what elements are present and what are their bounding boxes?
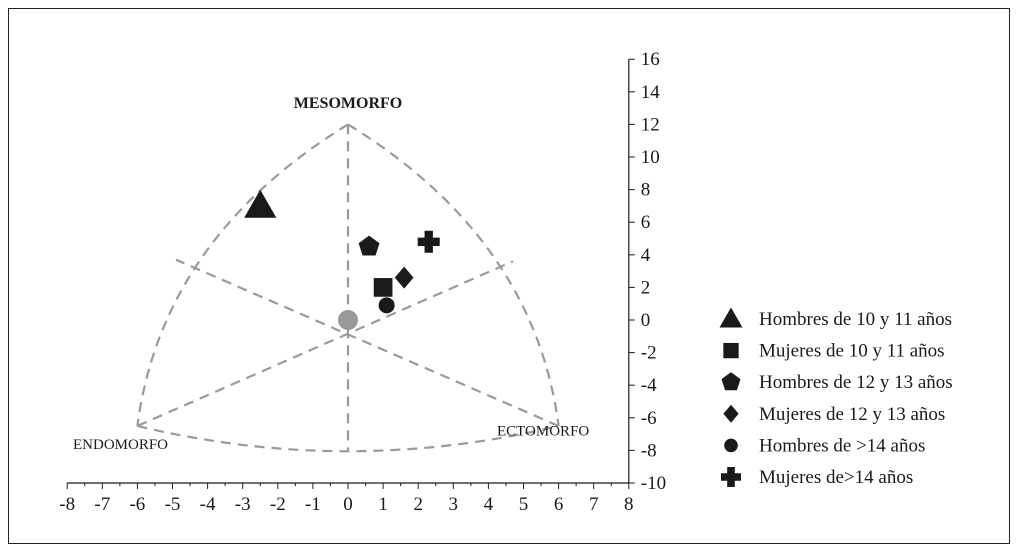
data-points bbox=[244, 189, 440, 330]
x-tick-label: -2 bbox=[270, 494, 286, 515]
x-tick-label: 8 bbox=[624, 494, 634, 515]
endomorfo-label: ENDOMORFO bbox=[73, 437, 168, 453]
y-tick-label: 8 bbox=[641, 180, 651, 201]
y-tick-label: 10 bbox=[641, 147, 660, 168]
data-point-triangle bbox=[244, 189, 277, 218]
region-labels: MESOMORFO ENDOMORFO ECTOMORFO bbox=[73, 95, 589, 453]
right-arc bbox=[347, 123, 560, 427]
x-tick-label: -3 bbox=[235, 494, 251, 515]
diagonal-guide-line-up bbox=[136, 260, 514, 427]
x-tick-label: -6 bbox=[129, 494, 145, 515]
x-tick-label: 6 bbox=[554, 494, 564, 515]
x-tick-label: -4 bbox=[200, 494, 216, 515]
x-tick-label: 0 bbox=[343, 494, 353, 515]
legend-marker-cross bbox=[721, 467, 741, 487]
legend-label: Hombres de 12 y 13 años bbox=[759, 372, 953, 393]
x-tick-label: 5 bbox=[519, 494, 529, 515]
x-tick-label: 7 bbox=[589, 494, 599, 515]
y-tick-label: -2 bbox=[641, 343, 657, 364]
data-point-square bbox=[373, 278, 393, 297]
y-tick-label: -4 bbox=[641, 375, 657, 396]
legend-marker-square bbox=[723, 342, 739, 359]
data-point-pentagon bbox=[358, 235, 380, 256]
y-tick-label: 14 bbox=[641, 82, 661, 103]
left-arc bbox=[136, 123, 349, 427]
x-tick-label: 3 bbox=[449, 494, 459, 515]
legend: Hombres de 10 y 11 años Mujeres de 10 y 1… bbox=[719, 307, 953, 488]
x-tick-label: 2 bbox=[413, 494, 423, 515]
somatochart-guides bbox=[136, 123, 560, 453]
y-tick-label: 12 bbox=[641, 114, 660, 135]
x-tick-label: -7 bbox=[94, 494, 110, 515]
x-tick-label: -8 bbox=[59, 494, 75, 515]
data-point-diamond bbox=[394, 266, 414, 289]
somatochart: -8 -7 -6 -5 -4 -3 -2 -1 0 1 2 3 4 5 6 7 81614121086420-2… bbox=[59, 49, 953, 515]
chart-frame: -8 -7 -6 -5 -4 -3 -2 -1 0 1 2 3 4 5 6 7 8 16 14 12 10 8 6 4 2 0 -2… bbox=[8, 8, 1010, 544]
legend-marker-circle bbox=[724, 438, 738, 453]
data-point-circle bbox=[378, 297, 395, 314]
y-tick-label: -8 bbox=[641, 440, 657, 461]
y-tick-label: 16 bbox=[641, 49, 660, 70]
ectomorfo-label: ECTOMORFO bbox=[497, 424, 589, 440]
data-point-cross bbox=[417, 230, 440, 253]
legend-label: Mujeres de 10 y 11 años bbox=[759, 341, 945, 362]
legend-label: Hombres de 10 y 11 años bbox=[759, 309, 952, 330]
center-marker bbox=[338, 310, 358, 330]
x-tick-label: 4 bbox=[484, 494, 494, 515]
legend-label: Mujeres de>14 años bbox=[759, 467, 913, 488]
y-tick-label: 2 bbox=[641, 277, 651, 298]
diagonal-guide-line-down bbox=[175, 258, 560, 427]
legend-label: Mujeres de 12 y 13 años bbox=[759, 404, 945, 425]
bottom-arc bbox=[137, 424, 559, 453]
legend-marker-diamond bbox=[723, 404, 739, 423]
y-tick-label: -6 bbox=[641, 408, 657, 429]
x-tick-label: -1 bbox=[305, 494, 321, 515]
x-tick-label: -5 bbox=[165, 494, 181, 515]
legend-label: Hombres de >14 años bbox=[759, 435, 925, 456]
legend-marker-pentagon bbox=[721, 372, 741, 391]
y-tick-label: 6 bbox=[641, 212, 651, 233]
mesomorfo-label: MESOMORFO bbox=[294, 95, 402, 112]
axes: -8 -7 -6 -5 -4 -3 -2 -1 0 1 2 3 4 5 6 7 81614121086420-2… bbox=[59, 49, 666, 515]
y-tick-label: 0 bbox=[641, 310, 651, 331]
x-tick-label: 1 bbox=[378, 494, 388, 515]
y-tick-label: -10 bbox=[641, 473, 666, 494]
legend-marker-triangle bbox=[719, 307, 743, 328]
y-tick-label: 4 bbox=[641, 245, 651, 266]
